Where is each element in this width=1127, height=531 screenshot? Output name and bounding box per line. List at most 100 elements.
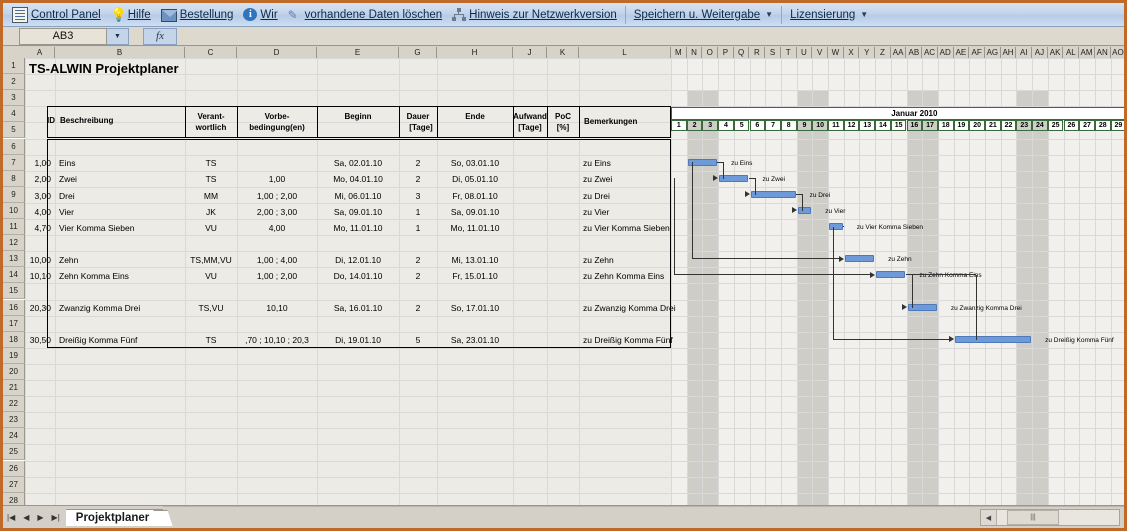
formula-input[interactable]	[177, 27, 1124, 45]
column-header-S[interactable]: S	[765, 47, 781, 58]
column-header-AG[interactable]: AG	[985, 47, 1001, 58]
cell-start[interactable]: Sa, 02.01.10	[333, 158, 383, 169]
column-header-X[interactable]: X	[843, 47, 860, 58]
cell-id[interactable]: 3,00	[34, 190, 51, 201]
cell-responsible[interactable]: TS,VU	[198, 303, 224, 314]
column-header-P[interactable]: P	[718, 47, 734, 58]
cell-effort[interactable]	[514, 174, 546, 186]
cell-duration[interactable]: 3	[415, 190, 421, 201]
cell-remark[interactable]: zu Eins	[583, 158, 611, 169]
column-header-AD[interactable]: AD	[937, 47, 954, 58]
gantt-bar[interactable]	[954, 335, 1032, 343]
next-sheet-icon[interactable]: ▶	[37, 512, 44, 522]
sheet-canvas[interactable]: TS-ALWIN Projektplaner ID Beschreibung Vera…	[25, 58, 1124, 505]
cell-responsible[interactable]: TS	[205, 174, 217, 185]
column-header-AJ[interactable]: AJ	[1032, 47, 1048, 58]
horizontal-scrollbar[interactable]: ◀ |||	[980, 509, 1120, 526]
prev-sheet-icon[interactable]: ◀	[23, 512, 30, 522]
cell-description[interactable]: Zehn Komma Eins	[59, 271, 129, 282]
row-header-2[interactable]: 2	[3, 74, 25, 91]
scroll-left-icon[interactable]: ◀	[981, 510, 997, 525]
row-header-4[interactable]: 4	[3, 106, 25, 123]
cell-precondition[interactable]: 2,00 ; 3,00	[256, 206, 298, 217]
cell-responsible[interactable]: TS,MM,VU	[190, 254, 232, 265]
cell-effort[interactable]	[514, 222, 546, 234]
row-header-24[interactable]: 24	[3, 428, 25, 445]
name-box[interactable]: AB3	[19, 27, 107, 45]
cell-precondition[interactable]	[238, 158, 316, 170]
row-header-7[interactable]: 7	[3, 154, 25, 171]
cell-start[interactable]: Di, 12.01.10	[335, 254, 381, 265]
cell-remark[interactable]: zu Zehn Komma Eins	[583, 271, 665, 282]
cell-poc[interactable]	[548, 174, 578, 186]
cell-precondition[interactable]: 1,00 ; 2,00	[256, 190, 298, 201]
column-header-B[interactable]: B	[55, 47, 185, 58]
toolbar-item-vorhandene-daten-l-schen[interactable]: ✎ vorhandene Daten löschen	[283, 5, 447, 25]
cell-id[interactable]: 2,00	[34, 174, 51, 185]
insert-function-button[interactable]: fx	[143, 27, 177, 45]
row-header-13[interactable]: 13	[3, 251, 25, 268]
cell-poc[interactable]	[548, 222, 578, 234]
column-header-C[interactable]: C	[185, 47, 237, 58]
cell-duration[interactable]: 2	[415, 271, 421, 282]
row-header-15[interactable]: 15	[3, 283, 25, 300]
row-header-14[interactable]: 14	[3, 267, 25, 284]
row-header-5[interactable]: 5	[3, 122, 25, 139]
cell-responsible[interactable]: MM	[203, 190, 219, 201]
gantt-bar[interactable]	[907, 303, 937, 311]
toolbar-item-control-panel[interactable]: Control Panel	[7, 5, 106, 25]
cell-responsible[interactable]: JK	[206, 206, 216, 217]
cell-start[interactable]: Mi, 06.01.10	[334, 190, 382, 201]
cell-precondition[interactable]: 1,00	[268, 174, 286, 185]
toolbar-item-wir[interactable]: i Wir	[238, 5, 282, 25]
column-header-M[interactable]: M	[671, 47, 687, 58]
cell-effort[interactable]	[514, 254, 546, 266]
cell-responsible[interactable]: VU	[205, 222, 217, 233]
column-header-AI[interactable]: AI	[1016, 47, 1033, 58]
cell-remark[interactable]: zu Vier Komma Sieben	[583, 222, 670, 233]
column-header-D[interactable]: D	[237, 47, 317, 58]
cell-precondition[interactable]: 4,00	[268, 222, 286, 233]
cell-id[interactable]: 1,00	[34, 158, 51, 169]
column-header-N[interactable]: N	[686, 47, 703, 58]
first-sheet-icon[interactable]: |◀	[7, 512, 16, 522]
gantt-bar[interactable]	[829, 223, 843, 231]
row-header-21[interactable]: 21	[3, 380, 25, 397]
gantt-bar[interactable]	[719, 174, 749, 182]
column-header-A[interactable]: A	[25, 47, 55, 58]
cell-precondition[interactable]: 1,00 ; 2,00	[256, 271, 298, 282]
column-header-AO[interactable]: AO	[1110, 47, 1124, 58]
row-header-1[interactable]: 1	[3, 58, 25, 75]
cell-start[interactable]: Mo, 11.01.10	[333, 222, 383, 233]
column-header-E[interactable]: E	[317, 47, 399, 58]
cell-description[interactable]: Zwei	[59, 174, 77, 185]
cell-precondition[interactable]: 10,10	[266, 303, 288, 314]
toolbar-item-lizensierung[interactable]: Lizensierung ▼	[785, 5, 873, 25]
cell-end[interactable]: Fr, 15.01.10	[452, 271, 498, 282]
cell-remark[interactable]: zu Zwei	[583, 174, 613, 185]
row-header-26[interactable]: 26	[3, 460, 25, 477]
chevron-down-icon[interactable]: ▼	[765, 9, 774, 19]
cell-end[interactable]: So, 03.01.10	[450, 158, 500, 169]
cell-duration[interactable]: 1	[415, 222, 421, 233]
cell-description[interactable]: Zwanzig Komma Drei	[59, 303, 141, 314]
cell-remark[interactable]: zu Zwanzig Komma Drei	[583, 303, 676, 314]
row-header-16[interactable]: 16	[3, 299, 25, 316]
gantt-bar[interactable]	[797, 206, 812, 214]
cell-end[interactable]: So, 17.01.10	[450, 303, 500, 314]
cell-remark[interactable]: zu Drei	[583, 190, 610, 201]
cell-start[interactable]: Mo, 04.01.10	[333, 174, 383, 185]
column-header-H[interactable]: H	[437, 47, 513, 58]
column-header-AK[interactable]: AK	[1047, 47, 1064, 58]
sheet-tab-projektplaner[interactable]: Projektplaner	[65, 508, 164, 526]
row-header-12[interactable]: 12	[3, 235, 25, 252]
cell-effort[interactable]	[514, 303, 546, 315]
cell-id[interactable]: 4,00	[34, 206, 51, 217]
cell-poc[interactable]	[548, 335, 578, 347]
row-header-10[interactable]: 10	[3, 202, 25, 219]
row-header-20[interactable]: 20	[3, 363, 25, 380]
cell-remark[interactable]: zu Dreißig Komma Fünf	[583, 335, 673, 346]
cell-effort[interactable]	[514, 206, 546, 218]
column-header-U[interactable]: U	[796, 47, 813, 58]
toolbar-item-hilfe[interactable]: 💡 Hilfe	[106, 5, 156, 25]
